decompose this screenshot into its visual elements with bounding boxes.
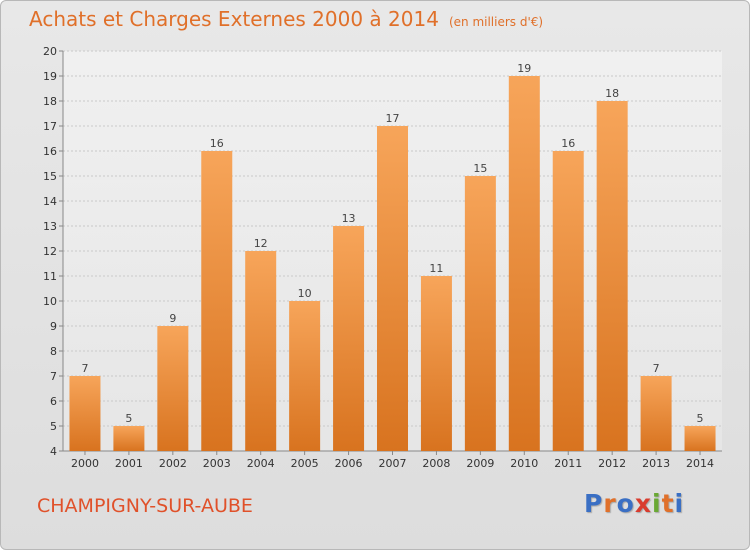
y-tick-label: 20	[43, 45, 57, 58]
x-tick-label: 2014	[686, 457, 714, 470]
x-tick-label: 2010	[510, 457, 538, 470]
bar-value-label: 9	[169, 312, 176, 325]
bar-value-label: 16	[210, 137, 224, 150]
bar	[157, 326, 189, 451]
bar	[377, 126, 408, 451]
bar-value-label: 7	[81, 362, 88, 375]
bar-value-label: 5	[697, 412, 704, 425]
x-tick-label: 2001	[115, 457, 143, 470]
bar-value-label: 5	[125, 412, 132, 425]
bar	[201, 151, 233, 451]
y-tick-label: 11	[43, 270, 57, 283]
bar	[640, 376, 672, 451]
y-tick-label: 18	[43, 95, 57, 108]
y-tick-label: 4	[50, 445, 57, 458]
logo-letter: o	[616, 489, 635, 518]
y-tick-label: 15	[43, 170, 57, 183]
y-tick-label: 16	[43, 145, 57, 158]
logo-letter: i	[674, 489, 685, 518]
commune-name: CHAMPIGNY-SUR-AUBE	[37, 495, 253, 517]
bar-value-label: 16	[561, 137, 575, 150]
bar-value-label: 11	[429, 262, 443, 275]
y-tick-label: 13	[43, 220, 57, 233]
x-tick-label: 2008	[422, 457, 450, 470]
proxiti-logo: Proxiti	[584, 489, 684, 518]
y-tick-label: 6	[50, 395, 57, 408]
chart-unit: (en milliers d'€)	[448, 15, 544, 29]
chart-title: Achats et Charges Externes 2000 à 2014 (e…	[29, 7, 543, 31]
bar	[245, 251, 277, 451]
bar-value-label: 10	[298, 287, 312, 300]
logo-letter: P	[584, 489, 604, 518]
x-tick-label: 2012	[598, 457, 626, 470]
y-tick-label: 14	[43, 195, 57, 208]
bar	[289, 301, 321, 451]
x-tick-label: 2003	[203, 457, 231, 470]
bar	[420, 276, 452, 451]
x-tick-label: 2011	[554, 457, 582, 470]
bar-value-label: 15	[473, 162, 487, 175]
bar	[596, 101, 628, 451]
x-tick-label: 2005	[291, 457, 319, 470]
bar	[464, 176, 496, 451]
x-tick-label: 2007	[379, 457, 407, 470]
x-tick-label: 2006	[335, 457, 363, 470]
x-tick-label: 2009	[466, 457, 494, 470]
bar	[552, 151, 584, 451]
y-tick-label: 12	[43, 245, 57, 258]
logo-letter: t	[661, 489, 675, 518]
bar	[113, 426, 145, 451]
x-tick-label: 2002	[159, 457, 187, 470]
y-tick-label: 9	[50, 320, 57, 333]
chart-title-text: Achats et Charges Externes 2000 à 2014	[29, 7, 439, 31]
bar	[333, 226, 365, 451]
y-tick-label: 10	[43, 295, 57, 308]
bar	[684, 426, 716, 451]
y-tick-label: 7	[50, 370, 57, 383]
y-tick-label: 17	[43, 120, 57, 133]
y-tick-label: 8	[50, 345, 57, 358]
logo-letter: r	[603, 489, 617, 518]
bar-value-label: 12	[254, 237, 268, 250]
bar-value-label: 7	[653, 362, 660, 375]
logo-letter: x	[634, 489, 652, 518]
bar	[508, 76, 540, 451]
bar	[69, 376, 101, 451]
y-tick-label: 19	[43, 70, 57, 83]
x-tick-label: 2013	[642, 457, 670, 470]
x-tick-label: 2000	[71, 457, 99, 470]
x-tick-label: 2004	[247, 457, 275, 470]
bar-value-label: 17	[386, 112, 400, 125]
bar-value-label: 19	[517, 62, 531, 75]
bar-value-label: 18	[605, 87, 619, 100]
logo-letter: i	[652, 489, 662, 518]
bar-value-label: 13	[342, 212, 356, 225]
y-tick-label: 5	[50, 420, 57, 433]
